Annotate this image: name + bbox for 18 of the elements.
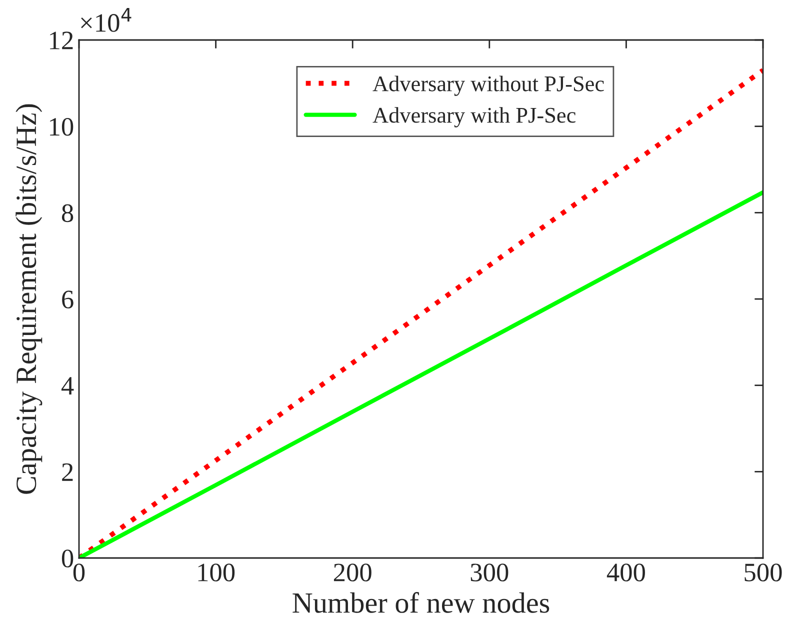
x-tick-label: 400	[606, 564, 645, 582]
text: ×10$^{4}$	[81, 8, 132, 32]
y-tick-label: 10	[50, 118, 74, 136]
x-tick-label: 300	[470, 564, 508, 582]
x-tick-label: 500	[744, 564, 782, 582]
y-tick-label: 12	[50, 32, 73, 50]
y-tick-label: 8	[62, 204, 74, 222]
y-tick-label: 6	[62, 290, 74, 308]
y-tick-label: 0	[62, 550, 74, 568]
y-tick-label: 4	[61, 377, 74, 394]
x-tick-label: 100	[198, 564, 235, 582]
y-axis-title: Capacity Requirement (bits/s/Hz)	[16, 104, 42, 494]
legend-label: Adversary with PJ-Sec	[372, 107, 576, 128]
legend-label: Adversary without PJ-Sec	[372, 76, 604, 96]
y-tick-label: 2	[62, 463, 73, 481]
x-tick-label: 200	[334, 564, 372, 582]
x-axis-title: Number of new nodes	[292, 592, 550, 613]
x-tick-label: 0	[73, 564, 85, 582]
